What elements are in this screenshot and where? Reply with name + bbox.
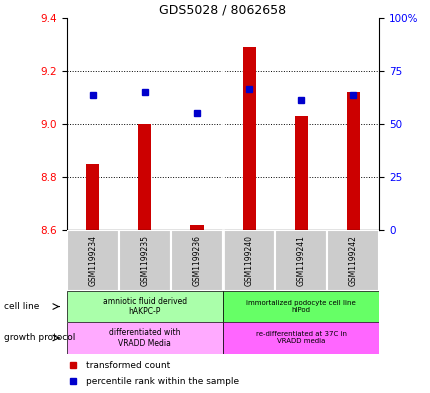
- Text: GSM1199234: GSM1199234: [88, 235, 97, 286]
- Bar: [346, 92, 359, 230]
- Text: percentile rank within the sample: percentile rank within the sample: [85, 377, 238, 386]
- Bar: [274, 230, 326, 291]
- Text: GSM1199241: GSM1199241: [296, 235, 305, 286]
- Bar: [326, 230, 378, 291]
- Bar: [294, 116, 307, 230]
- Text: GSM1199235: GSM1199235: [140, 235, 149, 286]
- Text: GSM1199236: GSM1199236: [192, 235, 201, 286]
- Bar: [67, 291, 223, 322]
- Text: immortalized podocyte cell line
hIPod: immortalized podocyte cell line hIPod: [246, 300, 355, 313]
- Bar: [67, 322, 223, 354]
- Text: growth protocol: growth protocol: [4, 334, 76, 342]
- Bar: [86, 163, 99, 230]
- Bar: [119, 230, 171, 291]
- Bar: [171, 230, 223, 291]
- Title: GDS5028 / 8062658: GDS5028 / 8062658: [159, 4, 286, 17]
- Bar: [223, 291, 378, 322]
- Bar: [67, 230, 119, 291]
- Bar: [223, 322, 378, 354]
- Text: differentiated with
VRADD Media: differentiated with VRADD Media: [109, 328, 180, 348]
- Text: cell line: cell line: [4, 302, 40, 311]
- Bar: [190, 224, 203, 230]
- Bar: [223, 230, 274, 291]
- Text: GSM1199242: GSM1199242: [348, 235, 357, 286]
- Bar: [242, 47, 255, 230]
- Bar: [138, 124, 151, 230]
- Text: transformed count: transformed count: [85, 361, 169, 370]
- Text: GSM1199240: GSM1199240: [244, 235, 253, 286]
- Text: amniotic fluid derived
hAKPC-P: amniotic fluid derived hAKPC-P: [103, 297, 187, 316]
- Text: re-differentiated at 37C in
VRADD media: re-differentiated at 37C in VRADD media: [255, 331, 346, 345]
